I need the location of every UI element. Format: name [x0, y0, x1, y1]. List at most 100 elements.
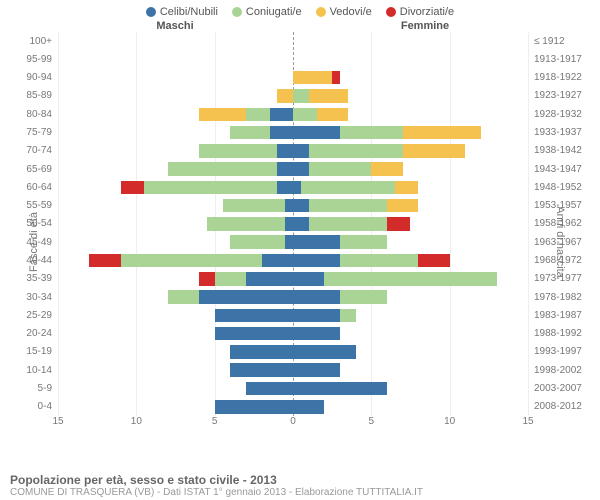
male-bar — [58, 254, 293, 268]
bar-seg — [387, 199, 418, 213]
age-row: 100+≤ 1912 — [58, 32, 528, 50]
male-bar — [58, 126, 293, 140]
bar-seg — [230, 363, 293, 377]
legend-item: Divorziati/e — [386, 6, 454, 18]
legend-swatch — [386, 7, 396, 17]
female-bar — [293, 309, 528, 323]
bar-seg — [340, 309, 356, 323]
male-bar — [58, 181, 293, 195]
legend-item: Vedovi/e — [316, 6, 372, 18]
bar-seg — [324, 272, 496, 286]
x-tick: 5 — [212, 416, 218, 427]
bar-seg — [293, 71, 332, 85]
male-bar — [58, 235, 293, 249]
age-row: 0-42008-2012 — [58, 398, 528, 416]
age-label: 60-64 — [26, 182, 52, 193]
male-bar — [58, 309, 293, 323]
female-bar — [293, 181, 528, 195]
male-bar — [58, 327, 293, 341]
age-row: 20-241988-1992 — [58, 325, 528, 343]
bar-seg — [340, 254, 418, 268]
bar-seg — [293, 363, 340, 377]
female-bar — [293, 89, 528, 103]
bar-seg — [293, 345, 356, 359]
age-row: 10-141998-2002 — [58, 361, 528, 379]
bar-seg — [293, 181, 301, 195]
male-bar — [58, 34, 293, 48]
bar-seg — [293, 162, 309, 176]
age-label: 85-89 — [26, 90, 52, 101]
age-row: 90-941918-1922 — [58, 69, 528, 87]
age-row: 25-291983-1987 — [58, 306, 528, 324]
female-bar — [293, 290, 528, 304]
age-row: 75-791933-1937 — [58, 123, 528, 141]
female-bar — [293, 108, 528, 122]
age-row: 85-891923-1927 — [58, 87, 528, 105]
bar-seg — [199, 108, 246, 122]
female-bar — [293, 363, 528, 377]
age-row: 5-92003-2007 — [58, 379, 528, 397]
x-tick: 5 — [369, 416, 375, 427]
birth-label: 1973-1977 — [534, 273, 582, 284]
bar-seg — [215, 400, 293, 414]
age-label: 0-4 — [38, 401, 52, 412]
bar-seg — [293, 217, 309, 231]
bar-seg — [262, 254, 293, 268]
bar-seg — [293, 290, 340, 304]
legend-swatch — [316, 7, 326, 17]
age-label: 80-84 — [26, 109, 52, 120]
bar-seg — [277, 162, 293, 176]
birth-label: 1918-1922 — [534, 72, 582, 83]
legend-label: Coniugati/e — [246, 6, 302, 18]
female-bar — [293, 254, 528, 268]
birth-label: 1998-2002 — [534, 365, 582, 376]
legend-swatch — [146, 7, 156, 17]
male-bar — [58, 53, 293, 67]
gridline — [528, 32, 529, 416]
birth-label: 2003-2007 — [534, 383, 582, 394]
male-bar — [58, 290, 293, 304]
male-bar — [58, 400, 293, 414]
bar-seg — [168, 290, 199, 304]
female-bar — [293, 217, 528, 231]
male-bar — [58, 382, 293, 396]
legend-label: Vedovi/e — [330, 6, 372, 18]
male-bar — [58, 89, 293, 103]
legend-label: Divorziati/e — [400, 6, 454, 18]
bar-seg — [270, 126, 294, 140]
female-bar — [293, 126, 528, 140]
age-row: 40-441968-1972 — [58, 251, 528, 269]
bar-seg — [340, 126, 403, 140]
birth-label: 1943-1947 — [534, 164, 582, 175]
bar-seg — [309, 162, 372, 176]
chart-subtitle: COMUNE DI TRASQUERA (VB) - Dati ISTAT 1°… — [10, 487, 590, 498]
age-label: 70-74 — [26, 145, 52, 156]
birth-label: 1958-1962 — [534, 218, 582, 229]
bar-seg — [199, 144, 277, 158]
bar-seg — [309, 199, 387, 213]
bar-seg — [340, 290, 387, 304]
age-label: 100+ — [29, 36, 52, 47]
female-bar — [293, 400, 528, 414]
birth-label: 1968-1972 — [534, 255, 582, 266]
age-label: 25-29 — [26, 310, 52, 321]
pyramid-chart: 100+≤ 191295-991913-191790-941918-192285… — [58, 32, 528, 416]
birth-label: 1948-1952 — [534, 182, 582, 193]
male-bar — [58, 217, 293, 231]
bar-seg — [293, 327, 340, 341]
birth-label: 1978-1982 — [534, 292, 582, 303]
birth-label: 1993-1997 — [534, 346, 582, 357]
bar-seg — [215, 309, 293, 323]
birth-label: 1983-1987 — [534, 310, 582, 321]
bar-seg — [246, 272, 293, 286]
x-tick: 10 — [444, 416, 455, 427]
age-label: 35-39 — [26, 273, 52, 284]
female-bar — [293, 345, 528, 359]
bar-seg — [309, 89, 348, 103]
age-label: 90-94 — [26, 72, 52, 83]
legend-item: Celibi/Nubili — [146, 6, 218, 18]
bar-seg — [230, 345, 293, 359]
male-bar — [58, 272, 293, 286]
legend: Celibi/Nubili Coniugati/e Vedovi/e Divorzia… — [0, 0, 600, 20]
female-bar — [293, 162, 528, 176]
